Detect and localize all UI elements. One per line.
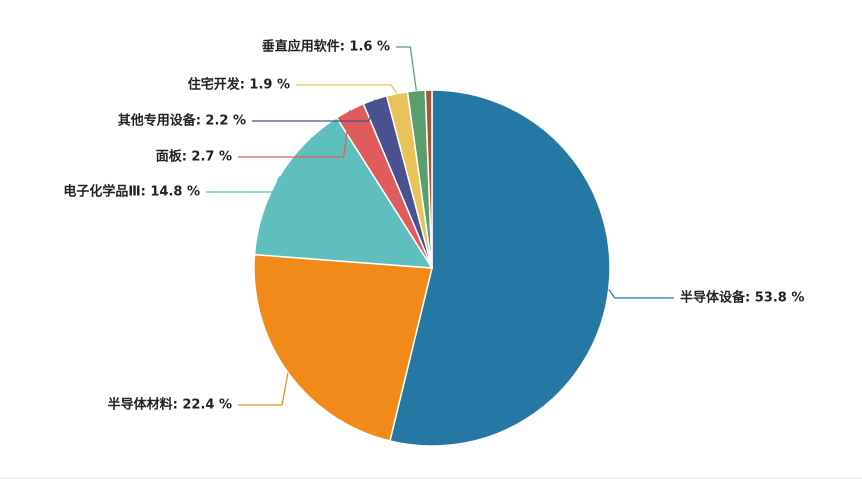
pie-slice: [388, 89, 611, 447]
leader-line: [396, 46, 417, 91]
leader-line: [238, 110, 351, 158]
leader-line: [238, 372, 289, 406]
leader-line: [252, 99, 376, 122]
slice-label: 住宅开发: 1.9 %: [188, 77, 290, 93]
leader-line: [206, 176, 280, 193]
slice-label: 电子化学品Ⅲ: 14.8 %: [63, 184, 200, 200]
slice-label: 其他专用设备: 2.2 %: [118, 113, 246, 129]
slice-label: 半导体材料: 22.4 %: [108, 397, 232, 413]
pie-slice: [424, 89, 433, 269]
slice-label: 垂直应用软件: 1.6 %: [262, 39, 390, 55]
slice-label: 面板: 2.7 %: [156, 149, 232, 165]
leader-line: [296, 84, 398, 94]
slice-label: 半导体设备: 53.8 %: [680, 290, 804, 306]
pie-slice: [253, 253, 433, 442]
leader-line: [608, 288, 674, 299]
